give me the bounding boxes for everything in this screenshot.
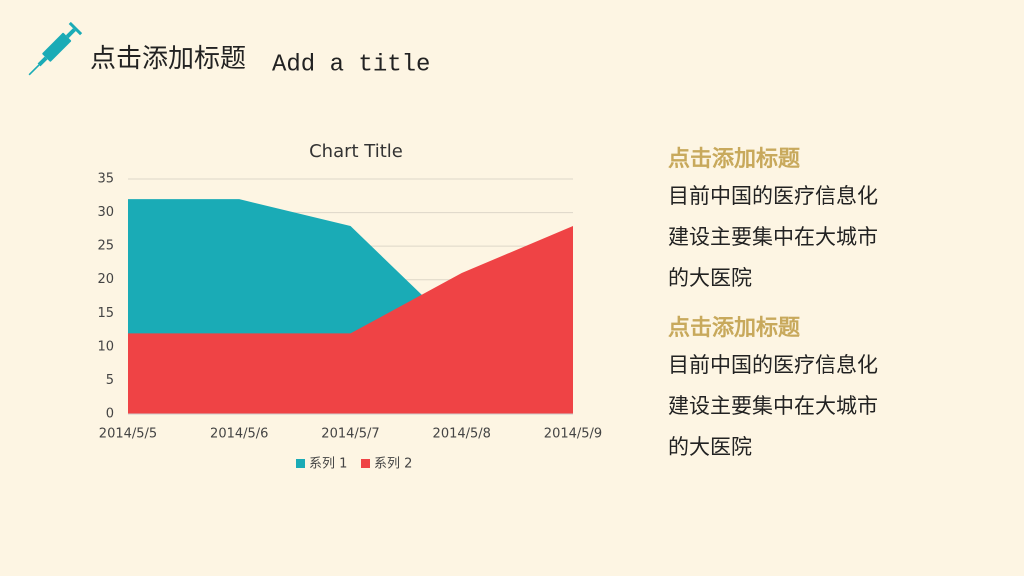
syringe-icon: [28, 21, 83, 76]
y-tick-label: 25: [97, 239, 114, 254]
y-tick-label: 5: [106, 373, 114, 388]
x-tick-label: 2014/5/5: [99, 427, 157, 442]
y-tick-label: 35: [97, 172, 114, 187]
section-heading: 点击添加标题: [668, 315, 801, 341]
x-tick-label: 2014/5/9: [544, 427, 602, 442]
x-tick-label: 2014/5/8: [433, 427, 491, 442]
legend-swatch: [296, 459, 305, 468]
y-tick-label: 30: [97, 205, 114, 220]
slide-subtitle: Add a title: [272, 51, 430, 78]
section-text: 建设主要集中在大城市: [668, 394, 878, 418]
section-text: 的大医院: [668, 435, 752, 459]
area: [128, 226, 573, 414]
legend-label: 系列 2: [374, 457, 412, 472]
y-tick-label: 15: [97, 306, 114, 321]
y-tick-label: 0: [106, 407, 114, 422]
legend-swatch: [361, 459, 370, 468]
section-heading: 点击添加标题: [668, 146, 801, 172]
slide-title: 点击添加标题: [90, 44, 246, 74]
x-tick-label: 2014/5/6: [210, 427, 268, 442]
y-tick-label: 20: [97, 272, 114, 287]
chart-title: Chart Title: [309, 141, 403, 162]
x-tick-label: 2014/5/7: [321, 427, 379, 442]
section-text: 建设主要集中在大城市: [668, 225, 878, 249]
section-text: 的大医院: [668, 266, 752, 290]
section-text: 目前中国的医疗信息化: [668, 184, 878, 208]
y-tick-label: 10: [97, 339, 114, 354]
section-text: 目前中国的医疗信息化: [668, 353, 878, 377]
legend-label: 系列 1: [309, 457, 347, 472]
